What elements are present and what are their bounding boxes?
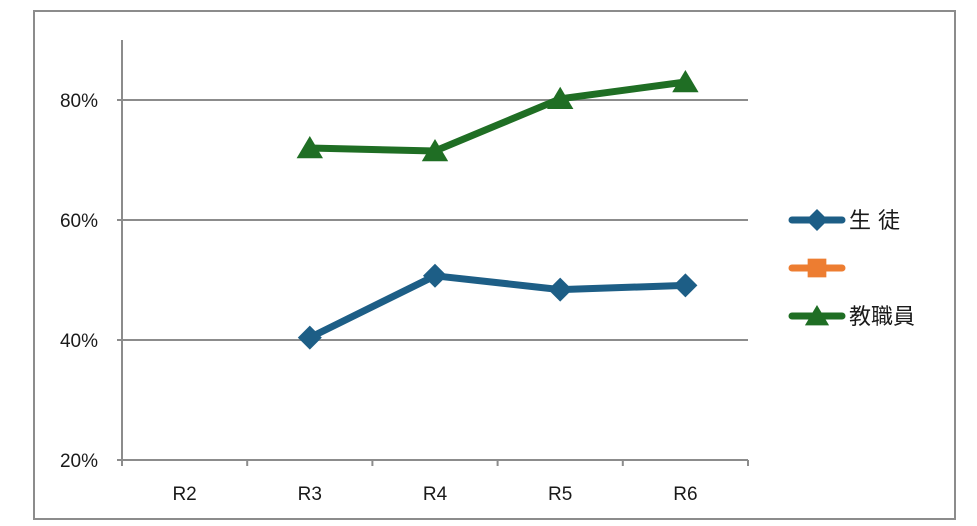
x-tick-label: R3 xyxy=(298,484,322,505)
y-tick-label: 20% xyxy=(60,451,98,472)
data-point-2 xyxy=(547,86,574,109)
axes: 20% 40% 60% 80% R2 R3 R4 R5 R6 xyxy=(60,40,749,505)
legend-label-2: 教職員 xyxy=(849,305,915,330)
data-point-0 xyxy=(423,263,447,288)
series-line-2 xyxy=(306,78,689,155)
series-line-0 xyxy=(306,272,689,342)
x-tick-label: R4 xyxy=(423,484,448,505)
y-tick-label: 80% xyxy=(60,91,98,112)
data-point-2 xyxy=(672,70,699,93)
legend-marker-1 xyxy=(807,258,827,278)
data-point-2 xyxy=(421,139,449,162)
legend-marker-2 xyxy=(804,305,830,326)
y-tick-label: 40% xyxy=(60,331,98,352)
x-tick-label: R5 xyxy=(548,484,572,505)
data-point-2 xyxy=(296,136,323,159)
x-tick-label: R6 xyxy=(673,484,697,505)
gridlines xyxy=(122,99,748,341)
data-point-0 xyxy=(297,325,322,350)
data-point-0 xyxy=(548,277,573,302)
legend-label-0: 生 徒 xyxy=(849,209,900,234)
x-tick-label: R2 xyxy=(172,484,196,505)
series-lines xyxy=(296,70,699,350)
y-tick-label: 60% xyxy=(60,211,98,232)
data-point-0 xyxy=(673,273,698,298)
legend-marker-0 xyxy=(806,209,828,231)
